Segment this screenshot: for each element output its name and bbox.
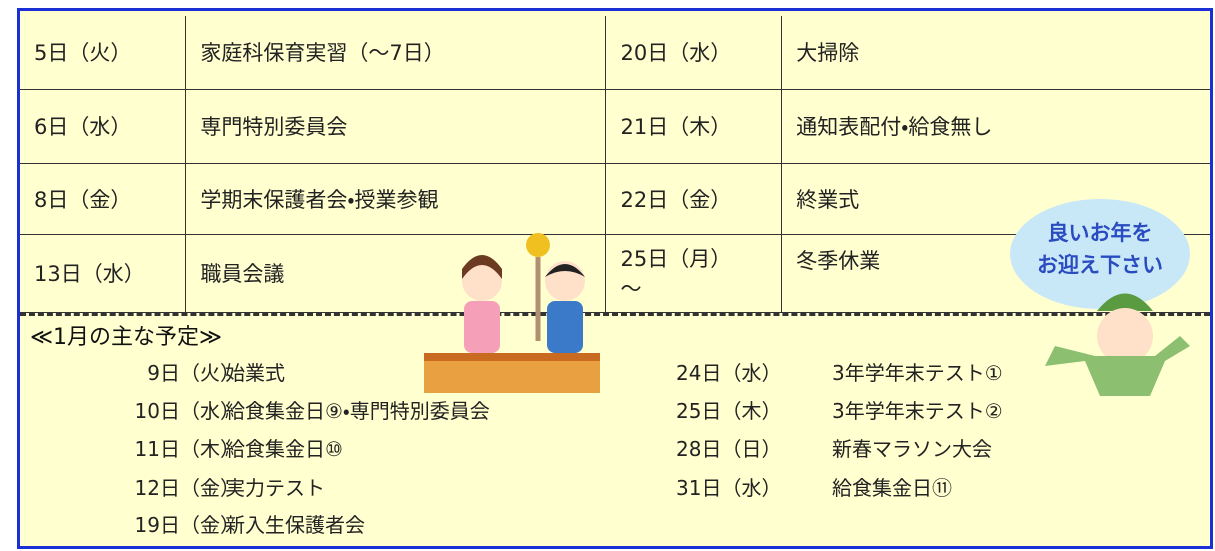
event: 3年学年末テスト①: [832, 361, 1003, 385]
table-cell: 13日（水）: [20, 233, 187, 313]
december-table: 5日（火） 家庭科保育実習（～7日） 20日（水） 大掃除 6日（水） 専門特別委員会 21…: [20, 16, 1210, 313]
date: 24日（水）: [676, 361, 782, 385]
table-cell: 6日（水）: [20, 88, 187, 164]
date: 12日（金）: [134, 476, 240, 500]
table-cell: 5日（火）: [20, 16, 187, 90]
table-cell: 家庭科保育実習（～7日）: [185, 16, 607, 90]
date: 10日（水）: [134, 399, 240, 423]
date: 31日（水）: [676, 476, 782, 500]
event: 新入生保護者会: [225, 513, 365, 537]
boy-illustration: 良いお年を お迎え下さい: [1010, 199, 1190, 396]
table-row: 6日（水） 専門特別委員会 21日（木） 通知表配付・給食無し: [20, 88, 1210, 164]
boy-face: [1097, 308, 1153, 364]
table-cell: 学期末保護者会・授業参観: [185, 162, 607, 235]
bubble-text: お迎え下さい: [1037, 253, 1163, 277]
bell: [526, 233, 550, 257]
table-cell: 21日（木）: [605, 88, 783, 164]
table-cell: 22日（金）: [605, 162, 783, 235]
table-row: 5日（火） 家庭科保育実習（～7日） 20日（水） 大掃除: [20, 16, 1210, 90]
girl-hair: [462, 255, 502, 279]
table-cell: 20日（水）: [605, 16, 783, 90]
platform-top: [424, 353, 600, 361]
table-cell: 大掃除: [781, 16, 1210, 90]
date: 25日（木）: [676, 399, 782, 423]
date: 9日（火）: [147, 361, 240, 385]
shrine-illustration: [424, 233, 600, 393]
hat: [1097, 293, 1153, 311]
date: 28日（日）: [676, 437, 782, 461]
event: 新春マラソン大会: [832, 437, 992, 461]
event: 始業式: [225, 361, 285, 385]
table-cell: 8日（金）: [20, 162, 187, 235]
bubble-text: 良いお年を: [1048, 221, 1153, 245]
table-cell: 専門特別委員会: [185, 88, 607, 164]
event: 給食集金日⑪: [832, 476, 952, 500]
boy-kimono: [547, 301, 583, 353]
event: 給食集金日⑨・専門特別委員会: [225, 399, 490, 423]
girl-head: [462, 261, 502, 301]
divider: [20, 313, 1210, 316]
event: 3年学年末テスト②: [832, 399, 1003, 423]
girl-kimono: [464, 301, 500, 353]
table-cell: 25日（月） ～: [605, 233, 783, 313]
january-title: ≪1月の主な予定≫: [30, 325, 223, 350]
date: 19日（金）: [134, 513, 240, 537]
date: 11日（木）: [134, 437, 240, 461]
sweater: [1045, 336, 1190, 396]
table-cell: 通知表配付・給食無し: [781, 88, 1210, 164]
table-row: 8日（金） 学期末保護者会・授業参観 22日（金） 終業式: [20, 162, 1210, 235]
event: 給食集金日⑩: [225, 437, 343, 461]
speech-bubble: [1010, 199, 1190, 309]
event: 実力テスト: [225, 476, 325, 500]
schedule-frame: 5日（火） 家庭科保育実習（～7日） 20日（水） 大掃除 6日（水） 専門特別委員会 21…: [17, 8, 1213, 549]
boy-hair: [545, 264, 585, 277]
